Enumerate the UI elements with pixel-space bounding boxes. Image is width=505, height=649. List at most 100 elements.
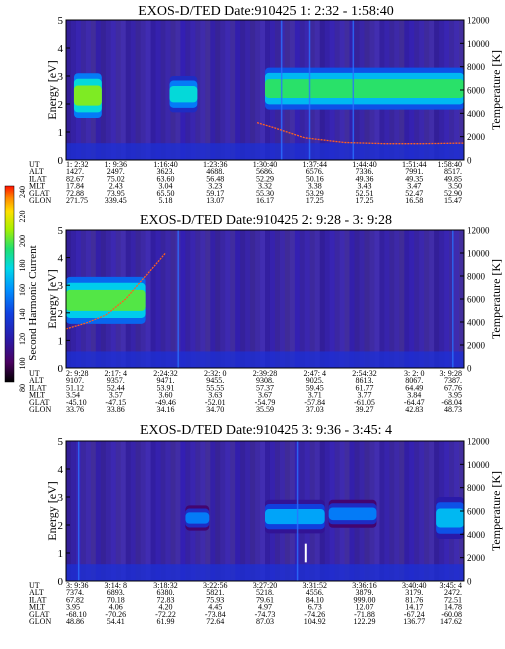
orbit-cell: 3.43 [358,182,372,191]
background-column [359,230,365,368]
orbit-cell: 3: 9:28 [440,369,462,378]
panel-1-yticks-right: 0 2000 4000 6000 8000 10000 12000 [460,16,490,166]
background-column [90,441,97,581]
orbit-cell: 52.51 [356,189,374,198]
orbit-row-label: GLAT [29,610,50,619]
orbit-cell: 3.50 [448,182,462,191]
background-column [404,441,410,581]
orbit-row-label: GLON [29,196,51,205]
panel-1-ylabel: Energy [eV] [45,60,59,119]
colorbar-tick-label: 140 [18,309,27,321]
orbit-cell: 3.60 [159,391,173,400]
background-column [235,230,241,368]
orbit-cell: 17.84 [66,182,84,191]
orbit-cell: -74.73 [255,610,276,619]
low-energy-strip [66,564,464,581]
background-column [105,20,112,160]
orbit-cell: 2:17: 4 [105,369,127,378]
white-mark [304,543,307,563]
background-column [255,230,261,368]
orbit-cell: 3.71 [308,391,322,400]
background-column [429,441,435,581]
ytick-label: 2 [58,99,64,111]
orbit-row-label: MLT [29,391,45,400]
orbit-cell: 8613. [356,376,374,385]
colorbar-tick-label: 120 [18,333,27,345]
orbit-cell: 54.41 [107,617,125,626]
orbit-cell: 67.82 [66,595,84,604]
orbit-cell: 14.78 [444,603,462,612]
ytick-right-label: 12000 [467,16,490,26]
orbit-cell: -52.01 [205,398,226,407]
ytick-label: 1 [58,127,64,139]
background-column [384,230,390,368]
orbit-cell: 1: 2:32 [66,160,88,169]
background-column [414,441,420,581]
ytick-label: 4 [58,464,64,476]
orbit-cell: 3.32 [258,182,272,191]
orbit-cell: 147.62 [440,617,462,626]
orbit-row-label: UT [29,581,40,590]
panel-1-plot [66,20,465,160]
background-column [260,441,266,581]
orbit-cell: 1:30:40 [253,160,277,169]
background-column [95,441,102,581]
ytick-right-label: 4000 [467,109,486,119]
background-column [274,230,281,368]
background-column [379,230,385,368]
ytick-right-label: 8000 [467,62,486,72]
orbit-cell: 3:45: 4 [440,581,462,590]
orbit-cell: 59.45 [306,383,324,392]
orbit-cell: 53.91 [157,383,175,392]
colorbar-tick-label: 220 [18,211,27,223]
energy-band [265,509,325,525]
orbit-cell: 52.90 [444,189,462,198]
panel-2-plot [65,230,465,368]
background-column [160,441,166,581]
orbit-cell: -73.84 [205,610,226,619]
background-column [324,230,331,368]
panel-2-title: EXOS-D/TED Date:910425 2: 9:28 - 3: 9:28 [140,213,392,228]
orbit-cell: 52.29 [256,174,274,183]
orbit-cell: 2:47: 4 [304,369,326,378]
orbit-cell: -45.10 [66,398,87,407]
ytick-right-label: 2000 [467,341,486,351]
orbit-cell: 79.61 [256,595,274,604]
orbit-cell: 75.02 [107,174,125,183]
background-column [265,230,271,368]
colorbar-tick-label: 100 [18,358,27,370]
background-column [155,441,162,581]
orbit-cell: 2472. [444,588,462,597]
orbit-cell: 13.07 [206,196,224,205]
orbit-cell: 56.48 [206,174,224,183]
ytick-right-label: 2000 [467,553,486,563]
background-column [245,441,251,581]
background-column [130,20,137,160]
orbit-cell: 9107. [66,376,84,385]
panel-2-ylabel-right: Temperature [K] [489,259,503,339]
background-column [269,230,276,368]
orbit-cell: 37.03 [306,405,324,414]
background-column [135,20,142,160]
ytick-label: 3 [58,71,64,83]
background-column [130,441,137,581]
ytick-right-label: 0 [467,156,472,166]
background-column [414,230,420,368]
background-column [250,441,256,581]
low-energy-strip [66,143,464,160]
orbit-row-label: GLON [29,617,51,626]
background-column [175,441,181,581]
orbit-cell: -68.10 [66,610,87,619]
orbit-cell: 4.97 [258,603,272,612]
ytick-right-label: 12000 [467,226,490,236]
panel-1: EXOS-D/TED Date:910425 1: 2:32 - 1:58:40… [29,4,503,205]
orbit-cell: 1: 9:36 [105,160,127,169]
background-column [140,20,147,160]
orbit-cell: 3.84 [407,391,421,400]
orbit-cell: 3:31:52 [303,581,327,590]
ytick-right-label: 8000 [467,483,486,493]
spike [280,20,283,160]
background-column [354,230,361,368]
orbit-cell: 1:44:40 [352,160,376,169]
